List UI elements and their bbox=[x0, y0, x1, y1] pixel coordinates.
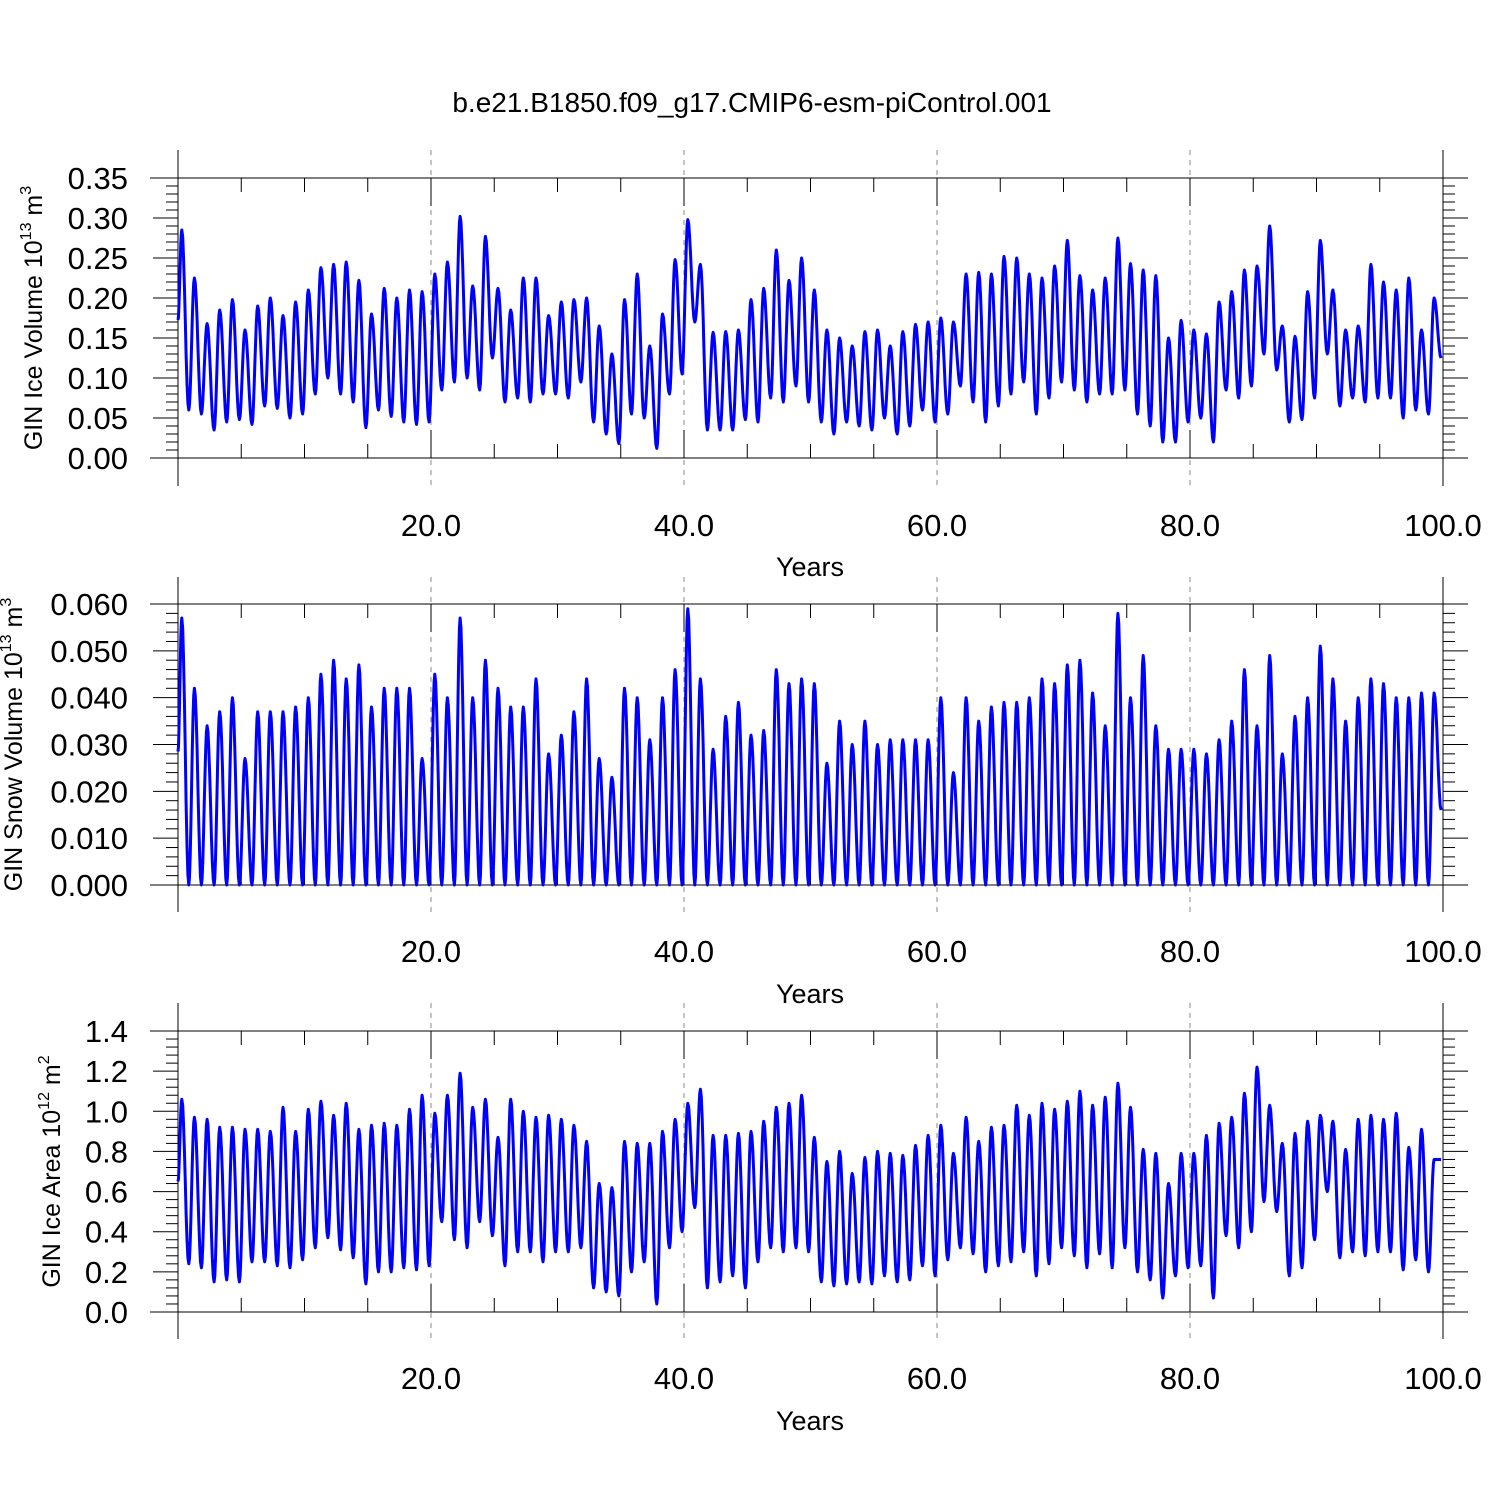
series-line bbox=[176, 214, 1443, 450]
x-tick-label: 60.0 bbox=[907, 508, 967, 543]
y-tick-label: 0.10 bbox=[68, 361, 128, 396]
x-tick-label: 20.0 bbox=[401, 1361, 461, 1396]
y-tick-label: 0.4 bbox=[85, 1215, 128, 1250]
y-tick-label: 0.05 bbox=[68, 401, 128, 436]
y-tick-label: 0.040 bbox=[50, 681, 128, 716]
x-tick-label: 40.0 bbox=[654, 508, 714, 543]
y-tick-label: 0.030 bbox=[50, 728, 128, 763]
y-tick-label: 0.000 bbox=[50, 868, 128, 903]
y-axis-label: GIN Snow Volume 1013 m3 bbox=[0, 598, 28, 892]
y-tick-label: 0.0 bbox=[85, 1295, 128, 1330]
panel-2: 0.000 0.010 0.020 0.030 0.040 0.050 0.060 20.0 4… bbox=[0, 577, 1482, 1009]
x-tick-label: 60.0 bbox=[907, 1361, 967, 1396]
x-tick-label: 60.0 bbox=[907, 934, 967, 969]
y-tick-label: 0.25 bbox=[68, 241, 128, 276]
y-tick-label: 0.8 bbox=[85, 1134, 128, 1169]
x-tick-label: 100.0 bbox=[1404, 1361, 1482, 1396]
panels: 0.00 0.05 0.10 0.15 0.20 0.25 0.30 0.35 20.0 40.0… bbox=[0, 150, 1482, 1436]
x-tick-label: 100.0 bbox=[1404, 934, 1482, 969]
x-tick-label: 80.0 bbox=[1160, 1361, 1220, 1396]
x-axis-label: Years bbox=[776, 552, 844, 582]
y-tick-label: 1.0 bbox=[85, 1094, 128, 1129]
series-line bbox=[176, 607, 1443, 887]
y-tick-label: 1.2 bbox=[85, 1054, 128, 1089]
panel-3: 0.0 0.2 0.4 0.6 0.8 1.0 1.2 1.4 20.0 40.0 60.0 80.0… bbox=[36, 1003, 1482, 1436]
x-axis-label: Years bbox=[776, 1406, 844, 1436]
x-tick-label: 20.0 bbox=[401, 508, 461, 543]
y-axis-label: GIN Ice Volume 1013 m3 bbox=[18, 186, 48, 450]
y-axis-label: GIN Ice Area 1012 m2 bbox=[36, 1055, 66, 1287]
series-line bbox=[176, 1065, 1442, 1306]
y-tick-label: 0.060 bbox=[50, 587, 128, 622]
y-tick-label: 0.30 bbox=[68, 201, 128, 236]
x-tick-label: 40.0 bbox=[654, 1361, 714, 1396]
x-tick-label: 20.0 bbox=[401, 934, 461, 969]
x-axis-label: Years bbox=[776, 979, 844, 1009]
x-tick-label: 100.0 bbox=[1404, 508, 1482, 543]
figure-title: b.e21.B1850.f09_g17.CMIP6-esm-piControl.… bbox=[452, 87, 1051, 118]
y-tick-label: 0.050 bbox=[50, 634, 128, 669]
y-tick-label: 0.010 bbox=[50, 821, 128, 856]
y-tick-label: 0.6 bbox=[85, 1175, 128, 1210]
y-tick-label: 0.020 bbox=[50, 774, 128, 809]
y-tick-label: 1.4 bbox=[85, 1014, 128, 1049]
x-tick-label: 80.0 bbox=[1160, 934, 1220, 969]
y-tick-label: 0.20 bbox=[68, 281, 128, 316]
x-tick-label: 80.0 bbox=[1160, 508, 1220, 543]
y-tick-label: 0.35 bbox=[68, 161, 128, 196]
panel-1: 0.00 0.05 0.10 0.15 0.20 0.25 0.30 0.35 20.0 40.0… bbox=[18, 150, 1482, 582]
y-tick-label: 0.2 bbox=[85, 1255, 128, 1290]
x-tick-label: 40.0 bbox=[654, 934, 714, 969]
y-tick-label: 0.00 bbox=[68, 441, 128, 476]
y-tick-label: 0.15 bbox=[68, 321, 128, 356]
